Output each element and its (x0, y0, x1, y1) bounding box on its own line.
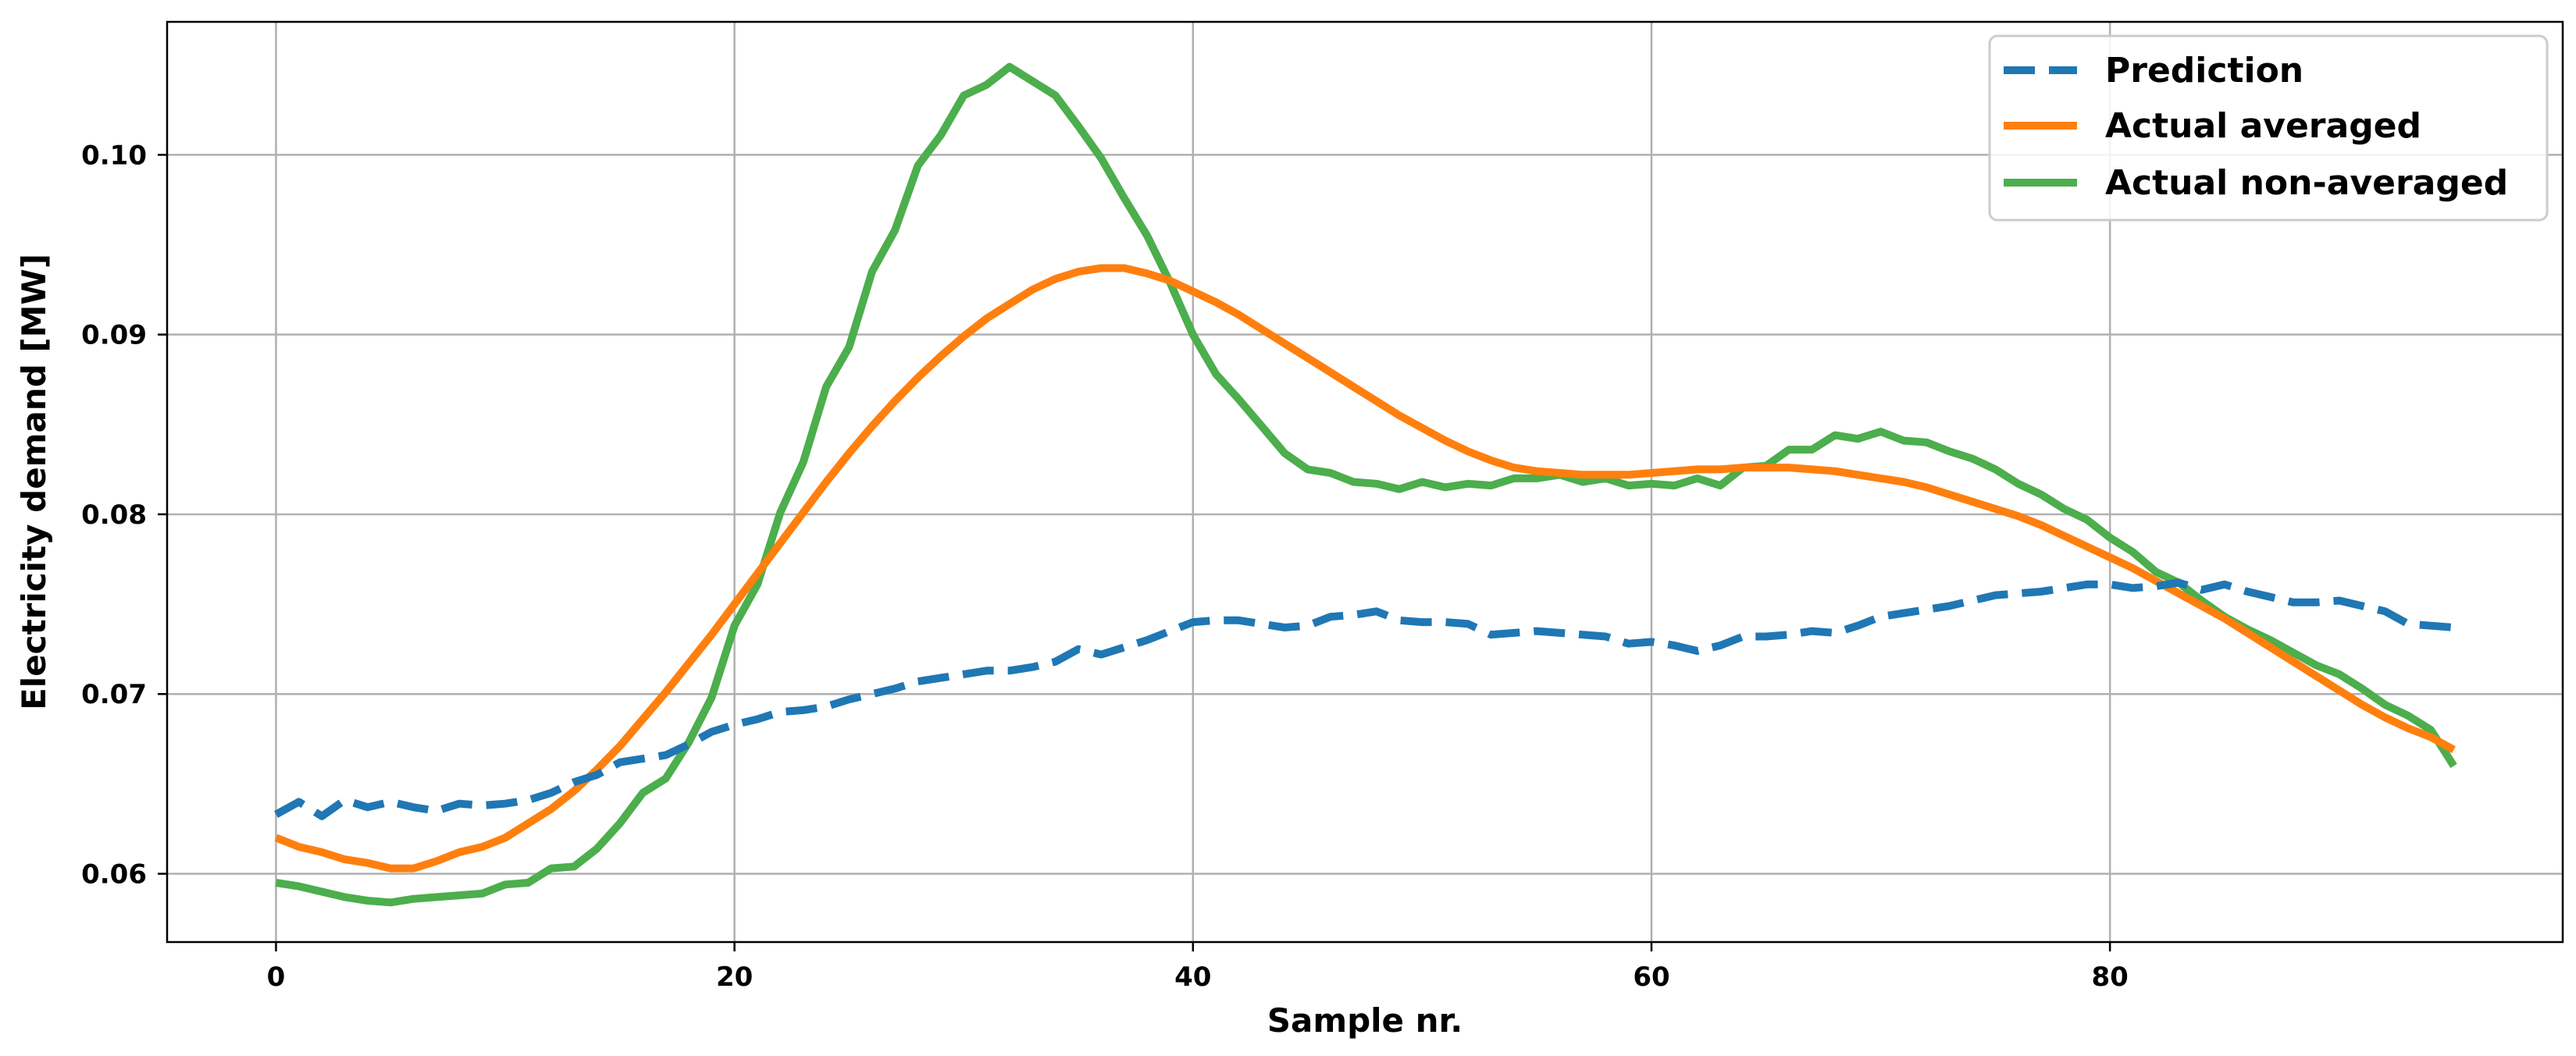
y-tick-label: 0.10 (81, 140, 147, 171)
x-tick-label: 20 (716, 962, 753, 993)
y-tick-label: 0.06 (81, 859, 147, 890)
x-tick-label: 0 (267, 962, 286, 993)
legend: Prediction Actual averaged Actual non-aver… (1988, 34, 2549, 222)
series-layer (274, 62, 2457, 907)
series-line-prediction (274, 578, 2454, 820)
legend-entry-label: Actual non-averaged (2105, 163, 2508, 203)
x-axis: 0 20 40 60 80 (267, 942, 2129, 993)
plot-frame (166, 20, 2564, 944)
y-tick-label: 0.08 (81, 500, 147, 531)
x-axis-label: Sample nr. (1267, 1001, 1463, 1040)
y-tick-label: 0.07 (81, 679, 147, 710)
series-line-actual-averaged (274, 264, 2456, 873)
y-tick-label: 0.09 (81, 320, 147, 351)
x-tick-label: 40 (1174, 962, 1211, 993)
legend-entry-label: Prediction (2105, 51, 2303, 91)
legend-entry-label: Actual averaged (2105, 106, 2421, 146)
legend-box (1988, 34, 2549, 222)
y-axis: 0.06 0.07 0.08 0.09 0.10 (81, 140, 167, 890)
series-line-actual-non-averaged (275, 62, 2457, 907)
x-tick-label: 60 (1633, 962, 1669, 993)
x-tick-label: 80 (2091, 962, 2128, 993)
y-axis-label: Electricity demand [MW] (15, 254, 53, 710)
